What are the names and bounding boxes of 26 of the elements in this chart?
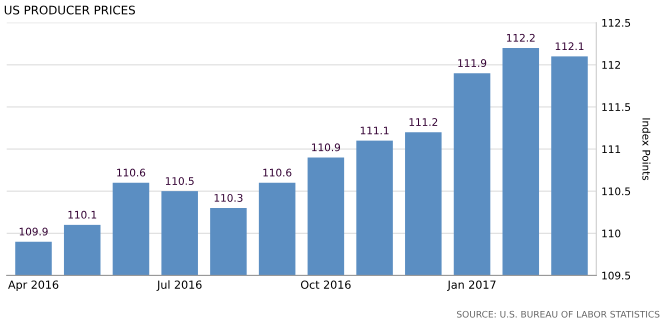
data-label: 110.1 [68, 210, 96, 219]
y-tick-label: 112 [602, 61, 620, 69]
y-tick-label: 111 [602, 145, 620, 153]
data-label: 110.3 [214, 194, 242, 202]
y-tick-label: 109.5 [602, 272, 630, 280]
x-tick-label: Apr 2016 [8, 280, 58, 292]
data-label: 109.9 [20, 228, 48, 236]
x-tick-label: Jul 2016 [156, 280, 202, 291]
y-tick-label: 111.5 [602, 103, 630, 112]
y-tick-label: 110.5 [602, 187, 630, 196]
data-label: 112.1 [556, 42, 584, 50]
y-tick-label: 112.5 [602, 18, 630, 27]
data-label: 110.9 [312, 143, 340, 152]
x-tick-label: Jan 2017 [447, 280, 496, 291]
chart-title: US PRODUCER PRICES [4, 6, 135, 15]
data-label: 110.5 [166, 177, 194, 185]
x-tick-label: Oct 2016 [300, 280, 351, 289]
y-tick-label: 110 [602, 230, 620, 238]
data-label: 111.1 [360, 126, 389, 134]
data-label: 111.9 [458, 59, 486, 68]
y-axis-title: Index Points [642, 118, 650, 180]
data-label: 110.6 [117, 168, 146, 177]
data-label: 111.2 [410, 118, 438, 126]
data-label: 110.6 [263, 168, 292, 177]
source-note: SOURCE: U.S. BUREAU OF LABOR STATISTICS [456, 310, 660, 318]
data-label: 112.2 [507, 34, 535, 42]
